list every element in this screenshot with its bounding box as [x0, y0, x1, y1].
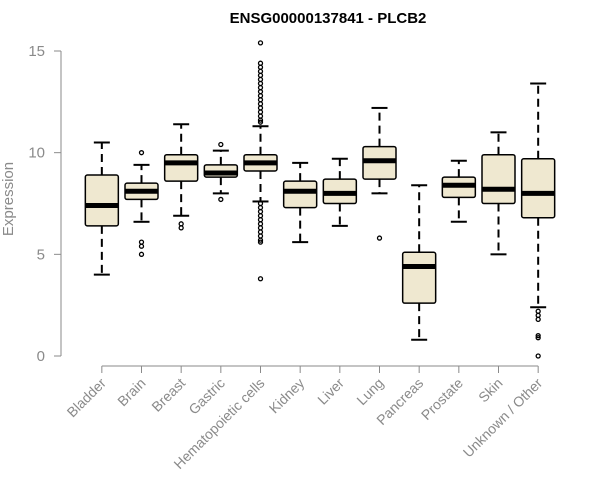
outlier-point — [257, 233, 264, 239]
iqr-box — [481, 153, 516, 205]
x-tick-label: Lung — [353, 375, 386, 408]
outlier-point — [257, 68, 264, 74]
outlier-point — [376, 235, 383, 241]
y-axis-label: Expression — [0, 162, 17, 236]
outlier-point — [257, 89, 264, 95]
outlier-point — [257, 119, 264, 125]
y-tick-label: 5 — [37, 246, 45, 263]
outlier-point — [257, 72, 264, 79]
outlier-point — [535, 308, 541, 314]
outlier-point — [257, 109, 264, 115]
outlier-point — [257, 113, 264, 119]
box-skin — [481, 131, 516, 256]
outlier-point — [257, 237, 264, 243]
outlier-point — [257, 60, 264, 66]
outlier-point — [257, 225, 264, 231]
y-tick-label: 0 — [37, 348, 45, 365]
outlier-point — [257, 217, 264, 223]
box-brain — [124, 150, 159, 257]
outlier-point — [138, 239, 145, 245]
outlier-point — [257, 40, 264, 46]
outlier-point — [257, 204, 264, 211]
outlier-point — [257, 76, 264, 83]
outlier-point — [535, 316, 541, 323]
outlier-point — [257, 200, 264, 207]
outlier-point — [218, 196, 224, 203]
x-tick-label: Bladder — [64, 375, 110, 421]
box-pancreas — [401, 184, 437, 341]
outlier-point — [257, 208, 264, 215]
y-tick-label: 10 — [28, 145, 45, 162]
x-tick-label: Liver — [314, 375, 347, 408]
box-lung — [362, 106, 397, 241]
y-tick-label: 15 — [28, 43, 45, 60]
outlier-point — [218, 141, 224, 148]
x-tick-label: Breast — [148, 375, 188, 415]
outlier-point — [257, 93, 264, 99]
box-liver — [322, 157, 358, 227]
x-tick-label: Brain — [114, 375, 148, 409]
outlier-point — [257, 97, 264, 103]
box-prostate — [441, 159, 477, 223]
iqr-box — [84, 174, 120, 227]
outlier-point — [257, 117, 264, 123]
box-series — [84, 40, 556, 359]
outlier-point — [178, 221, 184, 227]
outlier-point — [257, 101, 264, 107]
outlier-point — [257, 213, 264, 219]
y-axis: 0 5 10 15 — [28, 43, 62, 365]
box-breast — [163, 123, 199, 231]
iqr-box — [282, 180, 318, 209]
box-kidney — [282, 161, 318, 244]
iqr-box — [401, 251, 437, 304]
box-unknown-other — [520, 82, 556, 359]
outlier-point — [257, 105, 264, 111]
outlier-point — [257, 221, 264, 227]
outlier-point — [535, 312, 541, 318]
outlier-point — [535, 353, 541, 359]
outlier-point — [257, 229, 264, 235]
outlier-point — [138, 243, 145, 249]
outlier-point — [535, 335, 541, 341]
outlier-point — [257, 239, 264, 245]
box-hematopoietic-cells — [243, 40, 278, 282]
iqr-box — [520, 158, 556, 219]
x-tick-label: Prostate — [418, 375, 466, 423]
x-tick-label: Skin — [475, 375, 506, 406]
box-bladder — [84, 141, 120, 276]
outlier-point — [257, 84, 264, 91]
outlier-point — [178, 225, 184, 231]
outlier-point — [257, 276, 264, 282]
outlier-point — [138, 150, 145, 156]
box-gastric — [203, 141, 239, 203]
outlier-point — [535, 333, 541, 339]
iqr-box — [163, 153, 199, 182]
outlier-point — [257, 80, 264, 87]
outlier-point — [138, 251, 145, 257]
x-tick-label: Kidney — [266, 375, 308, 417]
outlier-point — [257, 64, 264, 70]
chart-title: ENSG00000137841 - PLCB2 — [230, 10, 427, 27]
